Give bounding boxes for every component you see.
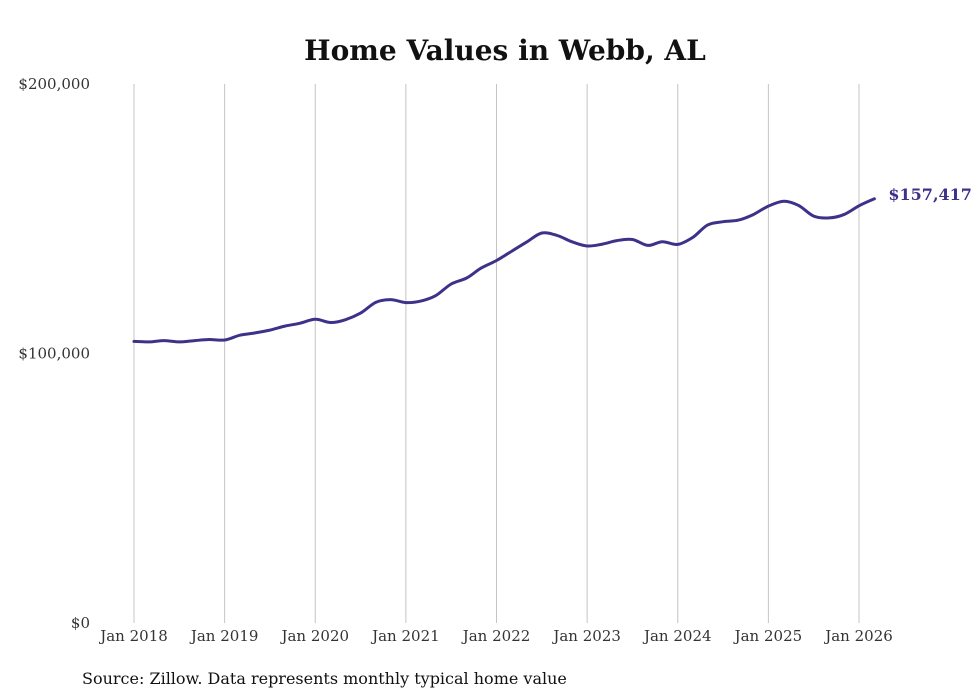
series-line-0: [132, 197, 876, 344]
x-tick-label-2: Jan 2020: [279, 627, 349, 645]
y-tick-label-1: $100,000: [18, 345, 90, 363]
series-layer: $157,417: [132, 185, 972, 344]
x-tick-label-5: Jan 2023: [551, 627, 621, 645]
x-tick-label-8: Jan 2026: [823, 627, 893, 645]
x-tick-label-0: Jan 2018: [98, 627, 168, 645]
source-note: Source: Zillow. Data represents monthly …: [82, 669, 567, 688]
y-tick-label-0: $0: [71, 614, 90, 632]
vertical-gridlines: [133, 84, 860, 623]
chart-title: Home Values in Webb, AL: [304, 34, 706, 67]
y-axis: $0 $100,000 $200,000: [18, 75, 90, 632]
x-axis: Jan 2018 Jan 2019 Jan 2020 Jan 2021 Jan 2022…: [98, 627, 893, 645]
x-tick-label-4: Jan 2022: [461, 627, 531, 645]
end-value-label: $157,417: [888, 185, 972, 204]
x-tick-label-1: Jan 2019: [189, 627, 259, 645]
x-tick-label-6: Jan 2024: [642, 627, 712, 645]
x-tick-label-3: Jan 2021: [370, 627, 440, 645]
y-tick-label-2: $200,000: [18, 75, 90, 93]
x-tick-label-7: Jan 2025: [733, 627, 803, 645]
